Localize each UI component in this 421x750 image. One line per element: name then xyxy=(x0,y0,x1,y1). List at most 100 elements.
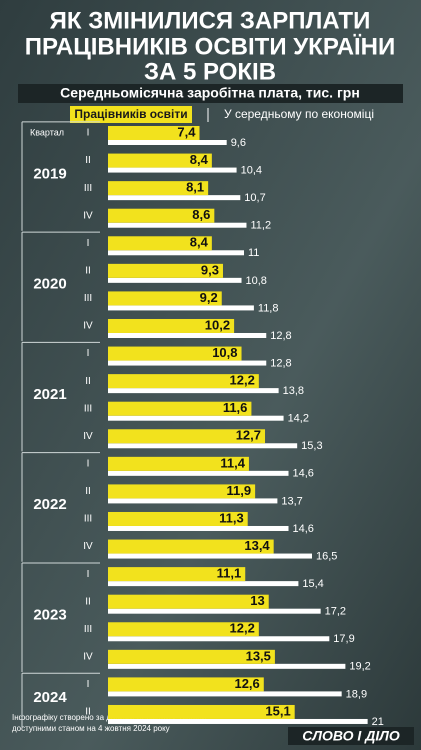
bar xyxy=(108,649,275,664)
quarter-label: IV xyxy=(83,541,93,552)
value-label: 14,6 xyxy=(293,468,314,480)
subtitle-band xyxy=(18,84,403,103)
value-label: 17,9 xyxy=(333,633,354,645)
subtitle: Середньомісячна заробітна плата, тис. гр… xyxy=(60,85,360,101)
bar xyxy=(108,553,312,559)
quarter-label: III xyxy=(84,293,92,304)
bar xyxy=(108,305,254,311)
quarter-label: II xyxy=(85,265,91,276)
value-label: 13 xyxy=(250,593,264,608)
quarter-label: IV xyxy=(83,651,93,662)
value-label: 10,4 xyxy=(241,164,262,176)
quarter-label: I xyxy=(87,679,90,690)
value-label: 12,2 xyxy=(230,373,255,388)
value-label: 13,5 xyxy=(246,648,271,663)
year-label: 2022 xyxy=(33,496,66,513)
quarter-label: I xyxy=(87,238,90,249)
quarter-label: IV xyxy=(83,210,93,221)
bar xyxy=(108,181,209,196)
logo: СЛОВО І ДІЛО xyxy=(302,728,400,744)
value-label: 11,4 xyxy=(220,455,245,470)
bar xyxy=(108,277,242,283)
bar xyxy=(108,250,244,256)
logo-band xyxy=(288,727,414,745)
year-label: 2020 xyxy=(33,276,66,293)
year-label: 2021 xyxy=(33,386,66,403)
value-label: 12,8 xyxy=(270,357,291,369)
value-label: 9,2 xyxy=(200,290,218,305)
bar xyxy=(108,236,212,251)
bar xyxy=(108,539,274,554)
quarter-label: III xyxy=(84,514,92,525)
value-label: 10,2 xyxy=(205,317,230,332)
value-label: 11,9 xyxy=(227,483,252,498)
value-label: 14,2 xyxy=(288,413,309,425)
value-label: 15,4 xyxy=(302,578,323,590)
quarter-label: II xyxy=(85,707,91,718)
bar xyxy=(108,332,267,338)
value-label: 16,5 xyxy=(316,550,337,562)
value-label: 8,1 xyxy=(186,180,204,195)
quarter-label: I xyxy=(87,128,90,139)
quarter-label: II xyxy=(85,376,91,387)
value-label: 14,6 xyxy=(293,523,314,535)
bar xyxy=(108,663,346,669)
value-label: 8,6 xyxy=(192,207,210,222)
quarter-label: II xyxy=(85,155,91,166)
bar xyxy=(108,691,342,697)
value-label: 10,7 xyxy=(244,192,265,204)
value-label: 11,6 xyxy=(223,400,248,415)
value-label: 8,4 xyxy=(190,152,209,167)
bar xyxy=(108,704,295,719)
value-label: 11 xyxy=(248,247,259,259)
title-line: ЗА 5 РОКІВ xyxy=(144,58,276,85)
bar xyxy=(108,346,242,361)
title-line: ЯК ЗМІНИЛИСЯ ЗАРПЛАТИ xyxy=(50,7,371,34)
value-label: 12,2 xyxy=(230,621,255,636)
value-label: 11,3 xyxy=(219,510,244,525)
quarter-label: III xyxy=(84,624,92,635)
value-label: 12,8 xyxy=(270,330,291,342)
value-label: 10,8 xyxy=(246,275,267,287)
bar xyxy=(108,677,264,692)
bar xyxy=(108,318,235,333)
value-label: 11,8 xyxy=(258,302,279,314)
legend-label: У середньому по економіці xyxy=(224,107,374,121)
quarter-label: I xyxy=(87,348,90,359)
bar xyxy=(108,126,200,140)
bar xyxy=(108,222,247,228)
bar xyxy=(108,208,215,223)
bar xyxy=(108,636,330,642)
source: доступними станом на 4 жовтня 2024 року xyxy=(12,724,170,733)
quarter-label: IV xyxy=(83,431,93,442)
value-label: 18,9 xyxy=(346,688,367,700)
bar xyxy=(108,594,269,609)
bar xyxy=(108,263,223,278)
quarter-label: III xyxy=(84,403,92,414)
quarter-label: IV xyxy=(83,321,93,332)
bar xyxy=(108,153,212,168)
bar xyxy=(108,388,279,394)
bar xyxy=(108,195,241,201)
bar xyxy=(108,484,256,499)
value-label: 17,2 xyxy=(325,606,346,618)
bar xyxy=(108,511,248,526)
bar xyxy=(108,498,278,504)
value-label: 13,4 xyxy=(244,538,270,553)
value-label: 15,1 xyxy=(265,703,290,718)
bar xyxy=(108,608,321,614)
bar xyxy=(108,567,246,582)
value-label: 7,4 xyxy=(177,124,196,139)
value-label: 11,2 xyxy=(250,220,271,232)
value-label: 8,4 xyxy=(190,235,209,250)
bar xyxy=(108,429,266,444)
legend-label: Працівників освіти xyxy=(74,107,187,121)
value-label: 10,8 xyxy=(212,345,237,360)
title-line: ПРАЦІВНИКІВ ОСВІТИ УКРАЇНИ xyxy=(25,33,396,60)
bar xyxy=(108,291,222,306)
quarter-label: III xyxy=(84,183,92,194)
year-label: 2024 xyxy=(33,689,67,706)
year-label: 2019 xyxy=(33,165,66,182)
value-label: 13,7 xyxy=(281,495,302,507)
